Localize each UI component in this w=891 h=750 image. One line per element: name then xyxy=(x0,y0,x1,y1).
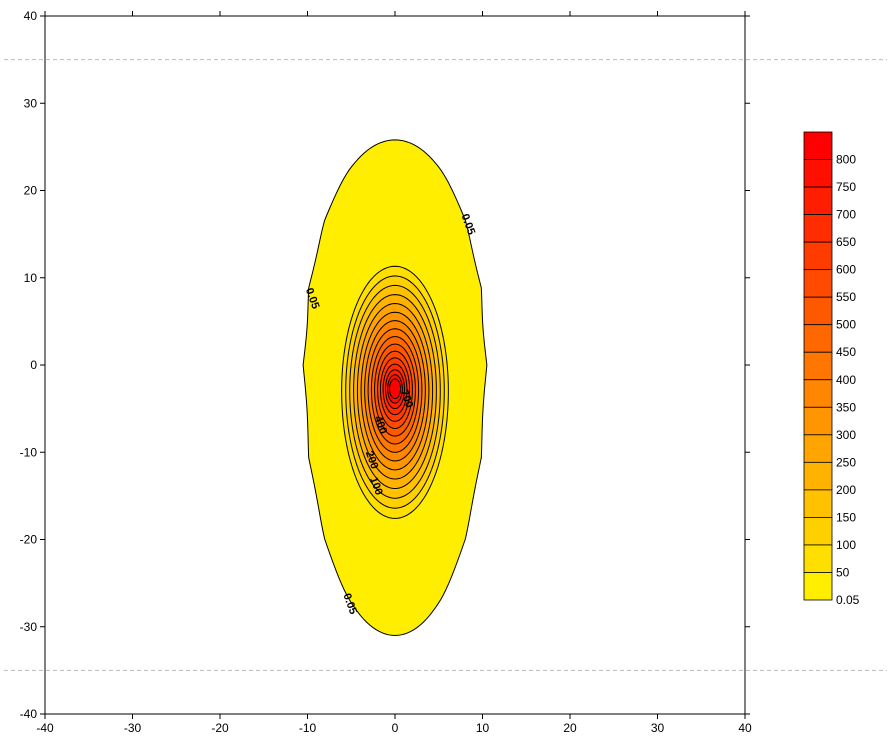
legend-swatch xyxy=(803,434,833,463)
x-tick-label: 0 xyxy=(392,721,399,735)
x-tick-label: -40 xyxy=(36,721,54,735)
y-tick-label: -30 xyxy=(20,620,38,634)
legend-swatch xyxy=(803,159,833,188)
contour-level-17 xyxy=(388,378,402,400)
x-tick-label: 40 xyxy=(738,721,752,735)
y-tick-label: -20 xyxy=(20,533,38,547)
legend-swatch xyxy=(803,489,833,518)
legend-label: 750 xyxy=(836,180,856,194)
y-tick-label: 0 xyxy=(30,358,37,372)
legend-swatch xyxy=(803,241,833,271)
legend-swatch xyxy=(803,351,833,381)
legend-label: 400 xyxy=(836,373,856,387)
y-tick-label: 30 xyxy=(24,96,38,110)
legend-label: 300 xyxy=(836,428,856,442)
legend-label: 650 xyxy=(836,235,856,249)
reference-lines xyxy=(4,59,887,671)
legend-swatch xyxy=(803,544,833,573)
contour-label-4: 100 xyxy=(367,475,385,496)
legend-swatch xyxy=(803,379,833,408)
legend-label: 50 xyxy=(836,565,850,579)
y-tick-label: 40 xyxy=(24,9,38,23)
contour-fills xyxy=(302,139,488,636)
axis-ticks: -40 -30 -20 -10 0 10 20 30 40 -40 -30 -20 -10 0 10 20 30… xyxy=(20,9,752,735)
legend-swatch xyxy=(803,406,833,436)
color-legend: 800 750 700 650 600 550 500 450 400 350 300 250 200 1… xyxy=(803,131,860,607)
x-tick-label: 10 xyxy=(476,721,490,735)
legend-swatch xyxy=(803,131,833,160)
contour-label-5: 200 xyxy=(363,449,381,470)
y-tick-label: -40 xyxy=(20,707,38,721)
x-tick-label: 20 xyxy=(563,721,577,735)
legend-swatch xyxy=(803,269,833,298)
legend-swatch xyxy=(803,572,833,601)
legend-label: 200 xyxy=(836,483,856,497)
legend-label: 250 xyxy=(836,455,856,469)
legend-label: 100 xyxy=(836,538,856,552)
legend-label: 0.05 xyxy=(836,593,860,607)
legend-label: 550 xyxy=(836,290,856,304)
legend-label: 600 xyxy=(836,263,856,277)
legend-label: 800 xyxy=(836,153,856,167)
contour-label-6: 400 xyxy=(372,414,390,435)
contour-label-7: 700 xyxy=(398,388,416,409)
legend-label: 150 xyxy=(836,510,856,524)
x-tick-label: -30 xyxy=(124,721,142,735)
legend-swatch xyxy=(803,324,833,353)
legend-label: 450 xyxy=(836,345,856,359)
y-tick-label: 10 xyxy=(24,271,38,285)
y-tick-label: 20 xyxy=(24,184,38,198)
x-tick-label: -10 xyxy=(299,721,317,735)
legend-swatch xyxy=(803,517,833,546)
legend-swatch xyxy=(803,214,833,243)
legend-swatch xyxy=(803,461,833,491)
legend-swatch xyxy=(803,296,833,326)
x-tick-label: -20 xyxy=(211,721,229,735)
y-tick-label: -10 xyxy=(20,445,38,459)
legend-label: 350 xyxy=(836,400,856,414)
x-tick-label: 30 xyxy=(651,721,665,735)
legend-label: 500 xyxy=(836,318,856,332)
legend-swatch xyxy=(803,186,833,215)
legend-label: 700 xyxy=(836,208,856,222)
